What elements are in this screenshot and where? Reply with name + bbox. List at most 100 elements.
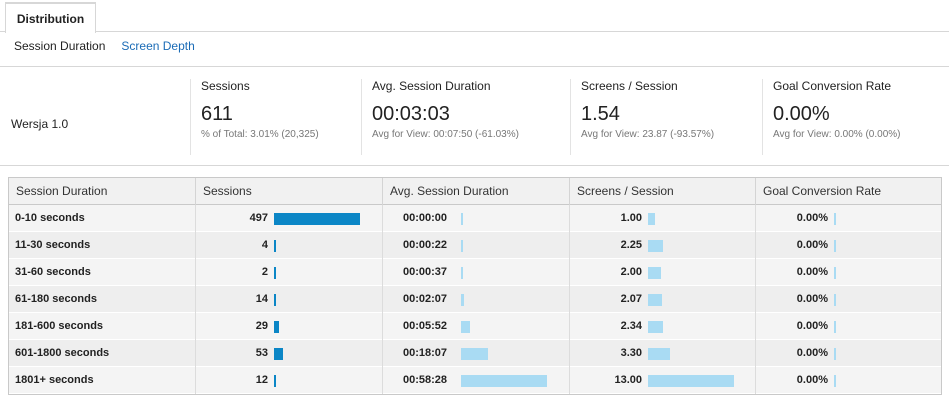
sessions-bar [274,213,360,225]
cell-screens-per-session: 3.30 [569,340,755,367]
distribution-table: Session Duration Sessions Avg. Session D… [8,177,942,395]
header-screens-per-session[interactable]: Screens / Session [569,178,755,205]
table-row[interactable]: 11-30 seconds 4 00:00:22 2.25 0.00% [9,232,941,259]
duration-value: 00:58:28 [403,374,448,386]
sessions-value: 53 [255,347,268,359]
screens-value: 13.00 [614,374,642,386]
row-label[interactable]: 0-10 seconds [15,212,85,224]
screens-bar [648,240,663,252]
sessions-bar [274,348,283,360]
cell-sessions: 53 [195,340,382,367]
metric-value: 1.54 [581,103,620,125]
cell-sessions: 12 [195,367,382,394]
cell-avg-session-duration: 00:00:22 [382,232,569,259]
cell-avg-session-duration: 00:00:37 [382,259,569,286]
row-label[interactable]: 1801+ seconds [15,374,94,386]
duration-value: 00:05:52 [403,320,448,332]
cell-session-duration: 31-60 seconds [9,259,195,286]
sessions-bar [274,267,276,279]
screens-value: 3.30 [620,347,642,359]
header-goal-conversion-rate[interactable]: Goal Conversion Rate [755,178,941,205]
table-row[interactable]: 31-60 seconds 2 00:00:37 2.00 0.00% [9,259,941,286]
cell-screens-per-session: 2.00 [569,259,755,286]
row-label[interactable]: 31-60 seconds [15,266,91,278]
segment-label: Wersja 1.0 [11,117,69,131]
conversion-value: 0.00% [796,239,828,251]
cell-goal-conversion-rate: 0.00% [755,313,941,340]
sessions-value: 12 [255,374,268,386]
sessions-bar [274,240,276,252]
conversion-bar [834,321,836,333]
subtab-screen-depth[interactable]: Screen Depth [121,39,195,53]
header-avg-session-duration[interactable]: Avg. Session Duration [382,178,569,205]
tab-bar: Distribution [0,0,949,33]
metric-screens-per-session: Screens / Session 1.54 Avg for View: 23.… [570,79,762,155]
duration-value: 00:18:07 [403,347,448,359]
screens-value: 2.34 [620,320,642,332]
conversion-value: 0.00% [796,212,828,224]
conversion-value: 0.00% [796,293,828,305]
row-label[interactable]: 61-180 seconds [15,293,97,305]
cell-screens-per-session: 1.00 [569,205,755,232]
table-row[interactable]: 1801+ seconds 12 00:58:28 13.00 0.00% [9,367,941,394]
tab-distribution[interactable]: Distribution [5,2,96,33]
duration-value: 00:00:37 [403,266,448,278]
duration-value: 00:00:00 [403,212,448,224]
conversion-value: 0.00% [796,320,828,332]
metric-title: Avg. Session Duration [372,79,491,93]
screens-bar [648,321,663,333]
header-session-duration[interactable]: Session Duration [16,184,108,198]
sessions-bar [274,294,276,306]
metric-title: Screens / Session [581,79,678,93]
cell-sessions: 2 [195,259,382,286]
cell-sessions: 497 [195,205,382,232]
cell-session-duration: 0-10 seconds [9,205,195,232]
cell-screens-per-session: 2.25 [569,232,755,259]
cell-session-duration: 1801+ seconds [9,367,195,394]
metric-title: Sessions [201,79,250,93]
screens-value: 2.00 [620,266,642,278]
cell-sessions: 4 [195,232,382,259]
conversion-value: 0.00% [796,266,828,278]
table-row[interactable]: 61-180 seconds 14 00:02:07 2.07 0.00% [9,286,941,313]
metric-value: 611 [201,103,233,125]
cell-avg-session-duration: 00:00:00 [382,205,569,232]
metric-subtext: Avg for View: 0.00% (0.00%) [773,129,901,140]
screens-bar [648,267,661,279]
sessions-bar [274,321,279,333]
cell-avg-session-duration: 00:02:07 [382,286,569,313]
cell-screens-per-session: 13.00 [569,367,755,394]
conversion-bar [834,213,836,225]
cell-goal-conversion-rate: 0.00% [755,205,941,232]
row-label[interactable]: 11-30 seconds [15,239,91,251]
table-row[interactable]: 601-1800 seconds 53 00:18:07 3.30 0.00% [9,340,941,367]
cell-goal-conversion-rate: 0.00% [755,367,941,394]
cell-goal-conversion-rate: 0.00% [755,232,941,259]
header-sessions[interactable]: Sessions [195,178,382,205]
cell-session-duration: 11-30 seconds [9,232,195,259]
cell-session-duration: 61-180 seconds [9,286,195,313]
cell-goal-conversion-rate: 0.00% [755,286,941,313]
cell-goal-conversion-rate: 0.00% [755,259,941,286]
conversion-bar [834,267,836,279]
conversion-bar [834,375,836,387]
table-row[interactable]: 0-10 seconds 497 00:00:00 1.00 0.00% [9,205,941,232]
sessions-value: 14 [255,293,268,305]
metric-sessions: Sessions 611 % of Total: 3.01% (20,325) [190,79,360,155]
table-header: Session Duration Sessions Avg. Session D… [9,178,941,205]
screens-bar [648,348,670,360]
duration-bar [461,240,463,252]
metric-subtext: Avg for View: 00:07:50 (-61.03%) [372,129,519,140]
duration-value: 00:02:07 [403,293,448,305]
duration-bar [461,213,463,225]
conversion-bar [834,294,836,306]
sessions-value: 497 [249,212,268,224]
table-row[interactable]: 181-600 seconds 29 00:05:52 2.34 0.00% [9,313,941,340]
row-label[interactable]: 181-600 seconds [15,320,104,332]
row-label[interactable]: 601-1800 seconds [15,347,110,359]
metric-subtext: % of Total: 3.01% (20,325) [201,129,319,140]
cell-avg-session-duration: 00:05:52 [382,313,569,340]
metric-subtext: Avg for View: 23.87 (-93.57%) [581,129,715,140]
conversion-value: 0.00% [796,374,828,386]
subtab-session-duration[interactable]: Session Duration [14,39,106,53]
